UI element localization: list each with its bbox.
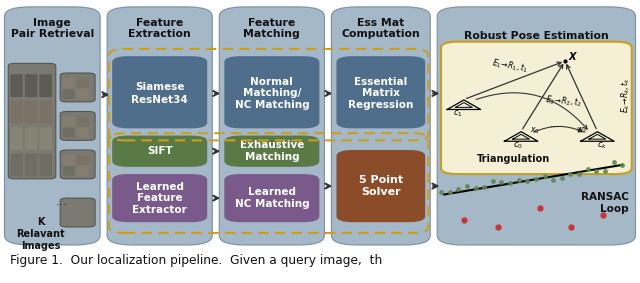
Text: Learned
Feature
Extractor: Learned Feature Extractor xyxy=(132,181,187,215)
FancyBboxPatch shape xyxy=(225,136,319,167)
FancyBboxPatch shape xyxy=(332,7,430,245)
Text: Learned
NC Matching: Learned NC Matching xyxy=(234,187,309,209)
FancyBboxPatch shape xyxy=(60,198,95,227)
Text: Siamese
ResNet34: Siamese ResNet34 xyxy=(131,82,188,105)
Text: $E_2\!\to\!R_2,t_2$: $E_2\!\to\!R_2,t_2$ xyxy=(545,93,582,109)
FancyBboxPatch shape xyxy=(25,101,37,123)
FancyBboxPatch shape xyxy=(10,154,23,177)
FancyBboxPatch shape xyxy=(225,174,319,222)
FancyBboxPatch shape xyxy=(337,56,425,128)
FancyBboxPatch shape xyxy=(25,74,37,97)
Text: Triangulation: Triangulation xyxy=(477,155,550,164)
FancyBboxPatch shape xyxy=(63,166,75,176)
FancyBboxPatch shape xyxy=(25,127,37,150)
Text: Feature
Extraction: Feature Extraction xyxy=(129,18,191,39)
FancyBboxPatch shape xyxy=(63,89,75,99)
FancyBboxPatch shape xyxy=(77,89,89,99)
Text: Image
Pair Retrieval: Image Pair Retrieval xyxy=(11,18,94,39)
Text: K
Relavant
Images: K Relavant Images xyxy=(16,217,65,250)
FancyBboxPatch shape xyxy=(60,112,95,140)
Text: Figure 1.  Our localization pipeline.  Given a query image,  th: Figure 1. Our localization pipeline. Giv… xyxy=(10,254,382,267)
FancyBboxPatch shape xyxy=(60,73,95,102)
FancyBboxPatch shape xyxy=(63,117,75,127)
FancyBboxPatch shape xyxy=(10,101,23,123)
FancyBboxPatch shape xyxy=(4,7,100,245)
FancyBboxPatch shape xyxy=(77,155,89,165)
FancyBboxPatch shape xyxy=(63,155,75,165)
Text: X: X xyxy=(568,52,575,62)
Text: $E_k\!\to\!R_k,t_k$: $E_k\!\to\!R_k,t_k$ xyxy=(620,77,632,113)
FancyBboxPatch shape xyxy=(337,150,425,222)
Text: Normal
Matching/
NC Matching: Normal Matching/ NC Matching xyxy=(234,77,309,110)
FancyBboxPatch shape xyxy=(77,78,89,88)
Text: $c_k$: $c_k$ xyxy=(597,140,607,151)
FancyBboxPatch shape xyxy=(10,74,23,97)
FancyBboxPatch shape xyxy=(39,74,52,97)
Text: Robust Pose Estimation: Robust Pose Estimation xyxy=(464,31,609,41)
FancyBboxPatch shape xyxy=(112,56,207,128)
Text: SIFT: SIFT xyxy=(147,146,173,156)
FancyBboxPatch shape xyxy=(225,56,319,128)
FancyBboxPatch shape xyxy=(441,42,632,174)
Text: $c_1$: $c_1$ xyxy=(452,108,463,119)
Text: Ess Mat
Computation: Ess Mat Computation xyxy=(342,18,420,39)
Text: 5 Point
Solver: 5 Point Solver xyxy=(359,175,403,197)
FancyBboxPatch shape xyxy=(39,101,52,123)
FancyBboxPatch shape xyxy=(60,150,95,179)
Text: $E_1\!\to\!R_1,t_1$: $E_1\!\to\!R_1,t_1$ xyxy=(491,56,529,75)
FancyBboxPatch shape xyxy=(8,63,56,179)
FancyBboxPatch shape xyxy=(63,128,75,138)
FancyBboxPatch shape xyxy=(63,78,75,88)
Text: $c_0$: $c_0$ xyxy=(513,140,523,151)
Text: ...: ... xyxy=(56,195,68,208)
Text: $w_k$: $w_k$ xyxy=(576,126,588,136)
FancyBboxPatch shape xyxy=(39,154,52,177)
Text: $x_0$: $x_0$ xyxy=(530,126,540,136)
FancyBboxPatch shape xyxy=(77,117,89,127)
FancyBboxPatch shape xyxy=(220,7,324,245)
Text: Essential
Matrix
Regression: Essential Matrix Regression xyxy=(348,77,413,110)
FancyBboxPatch shape xyxy=(107,7,212,245)
FancyBboxPatch shape xyxy=(25,154,37,177)
FancyBboxPatch shape xyxy=(39,127,52,150)
FancyBboxPatch shape xyxy=(77,166,89,176)
FancyBboxPatch shape xyxy=(77,128,89,138)
Text: RANSAC
Loop: RANSAC Loop xyxy=(580,192,628,214)
Text: Feature
Matching: Feature Matching xyxy=(243,18,300,39)
FancyBboxPatch shape xyxy=(112,174,207,222)
FancyBboxPatch shape xyxy=(437,7,636,245)
Text: Exhaustive
Matching: Exhaustive Matching xyxy=(239,140,304,162)
Text: ...: ... xyxy=(550,119,561,129)
FancyBboxPatch shape xyxy=(10,127,23,150)
FancyBboxPatch shape xyxy=(112,136,207,167)
